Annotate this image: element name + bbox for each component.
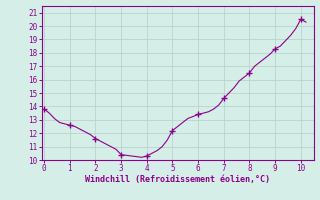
X-axis label: Windchill (Refroidissement éolien,°C): Windchill (Refroidissement éolien,°C) bbox=[85, 175, 270, 184]
